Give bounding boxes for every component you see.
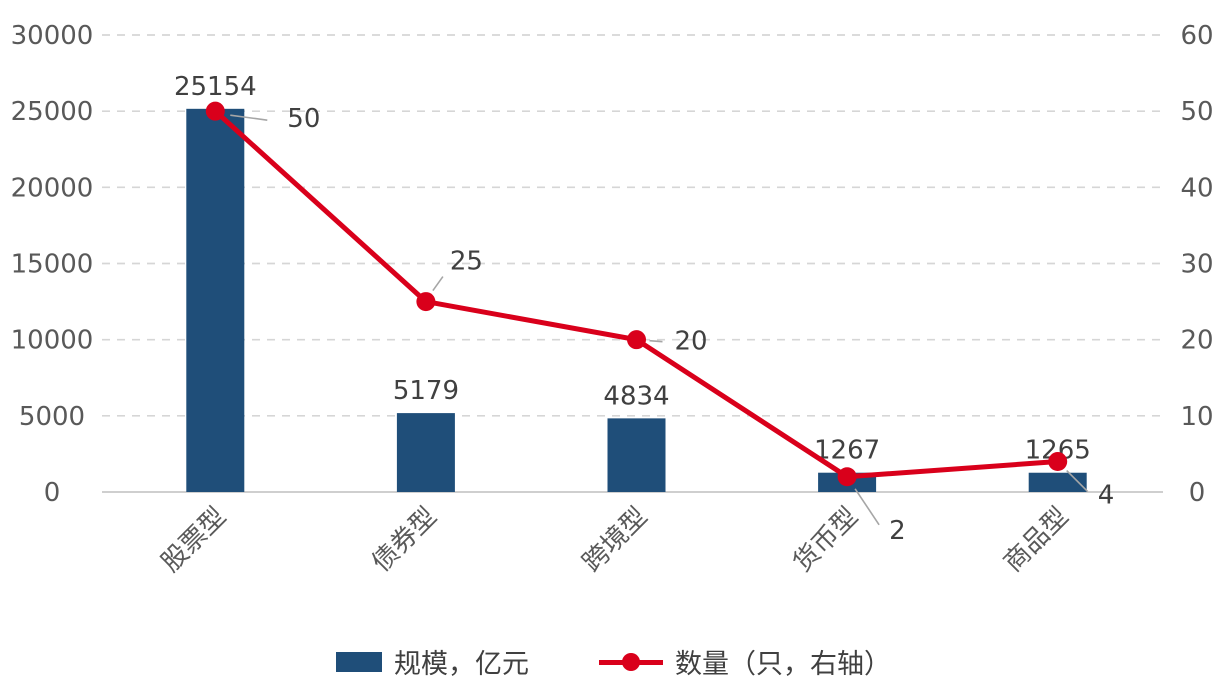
left-axis-tick-label: 15000 — [11, 250, 94, 280]
left-axis-tick-label: 25000 — [11, 97, 94, 127]
line-value-label: 2 — [889, 516, 906, 546]
legend-item-bar-series: 规模，亿元 — [336, 642, 529, 681]
line-point — [627, 330, 646, 350]
bar-series-swatch — [336, 651, 382, 672]
right-axis-tick-label: 30 — [1180, 250, 1213, 280]
bar — [186, 108, 245, 492]
bar — [607, 418, 666, 492]
category-label: 债券型 — [366, 502, 442, 578]
bar — [1028, 472, 1087, 492]
bar — [396, 413, 455, 492]
bar-value-label: 4834 — [603, 381, 669, 411]
left-axis-tick-label: 0 — [44, 478, 61, 508]
left-axis-tick-label: 20000 — [11, 173, 94, 203]
label-leader-line — [854, 488, 880, 526]
left-axis-tick-label: 5000 — [19, 402, 85, 432]
line-value-label: 50 — [287, 104, 320, 134]
line-value-label: 4 — [1098, 481, 1115, 511]
category-label: 股票型 — [156, 502, 232, 578]
legend: 规模，亿元 数量（只，右轴） — [0, 642, 1227, 681]
legend-label-bar-series: 规模，亿元 — [394, 649, 529, 680]
line-swatch-dot — [622, 652, 640, 671]
line-value-label: 20 — [675, 327, 708, 357]
left-axis-tick-label: 30000 — [11, 21, 94, 51]
right-axis-tick-label: 0 — [1189, 478, 1206, 508]
right-axis-tick-label: 60 — [1180, 21, 1213, 51]
right-axis-tick-label: 50 — [1180, 97, 1213, 127]
bar-value-label: 5179 — [393, 376, 459, 406]
label-leader-line — [230, 114, 268, 121]
legend-item-line-series: 数量（只，右轴） — [599, 642, 891, 681]
right-axis-tick-label: 10 — [1180, 402, 1213, 432]
category-label: 跨境型 — [577, 502, 653, 578]
line-point — [205, 101, 225, 121]
bar-value-label: 25154 — [174, 72, 257, 102]
category-label: 商品型 — [998, 502, 1074, 578]
line-value-label: 25 — [450, 247, 483, 277]
legend-label-line-series: 数量（只，右轴） — [675, 649, 891, 680]
right-axis-tick-label: 20 — [1180, 326, 1213, 356]
category-label: 货币型 — [788, 502, 864, 578]
line-point — [1048, 452, 1068, 472]
label-leader-line — [649, 339, 663, 343]
line-point — [416, 292, 436, 312]
right-axis-tick-label: 40 — [1180, 173, 1213, 203]
label-leader-line — [1066, 469, 1089, 493]
left-axis-tick-label: 10000 — [11, 326, 94, 356]
label-leader-line — [432, 276, 444, 292]
line-series-swatch — [599, 651, 663, 673]
line-point — [837, 467, 857, 487]
